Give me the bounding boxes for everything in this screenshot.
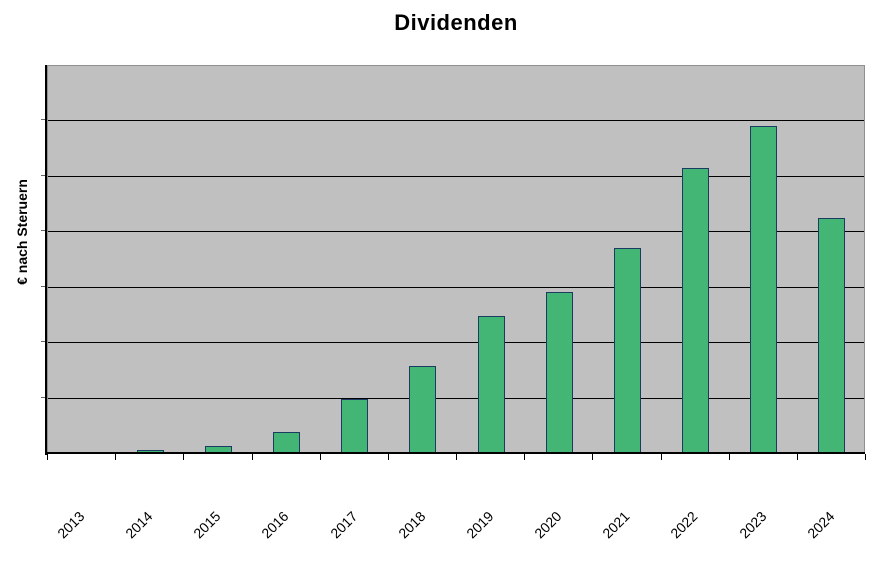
x-tick-label-2017: 2017 xyxy=(326,508,361,542)
y-axis-tick xyxy=(41,341,45,343)
x-tick-label-2018: 2018 xyxy=(394,508,429,542)
bar-2022 xyxy=(682,168,709,453)
x-tick-label-2015: 2015 xyxy=(190,508,224,542)
x-tick-label-2013: 2013 xyxy=(54,508,88,542)
bar-2020 xyxy=(546,292,573,453)
x-axis-tick xyxy=(115,454,116,460)
x-tick-label-2014: 2014 xyxy=(122,508,156,542)
gridline xyxy=(48,120,864,122)
x-tick-label-2019: 2019 xyxy=(463,508,497,542)
x-axis-tick xyxy=(252,454,253,460)
x-axis-tick xyxy=(183,454,184,460)
x-axis-line xyxy=(45,452,865,454)
x-axis-tick xyxy=(797,454,798,460)
bar-2024 xyxy=(818,218,845,453)
x-axis-tick xyxy=(865,454,866,460)
x-axis-tick xyxy=(388,454,389,460)
x-axis-tick xyxy=(47,454,48,460)
gridline xyxy=(48,397,864,399)
x-tick-label-2024: 2024 xyxy=(803,508,838,542)
bar-2017 xyxy=(341,399,368,453)
gridline xyxy=(48,231,864,233)
chart-title: Dividenden xyxy=(394,10,518,35)
x-axis-tick xyxy=(592,454,593,460)
gridline xyxy=(48,342,864,344)
x-tick-label-2022: 2022 xyxy=(667,508,701,542)
y-axis-label-text: € nach Steruern xyxy=(14,179,30,285)
bar-2021 xyxy=(614,248,641,453)
y-axis-tick xyxy=(41,230,45,232)
y-axis-tick xyxy=(41,119,45,121)
bar-2018 xyxy=(409,366,436,453)
x-tick-label-2020: 2020 xyxy=(531,508,565,542)
gridline xyxy=(48,286,864,288)
x-tick-label-2023: 2023 xyxy=(735,508,770,542)
x-axis-tick xyxy=(320,454,321,460)
y-axis-tick xyxy=(41,285,45,287)
x-tick-label-2016: 2016 xyxy=(258,508,292,542)
y-axis-tick xyxy=(41,396,45,398)
y-axis-line xyxy=(45,65,47,455)
bar-2016 xyxy=(273,432,300,453)
x-axis-tick xyxy=(456,454,457,460)
x-tick-label-2021: 2021 xyxy=(599,508,633,542)
bar-2019 xyxy=(478,316,505,453)
gridline xyxy=(48,175,864,177)
x-axis-tick xyxy=(661,454,662,460)
x-axis-tick xyxy=(524,454,525,460)
y-axis-tick xyxy=(41,174,45,176)
bar-2023 xyxy=(750,126,777,453)
x-axis-tick xyxy=(729,454,730,460)
plot-area xyxy=(47,65,865,453)
